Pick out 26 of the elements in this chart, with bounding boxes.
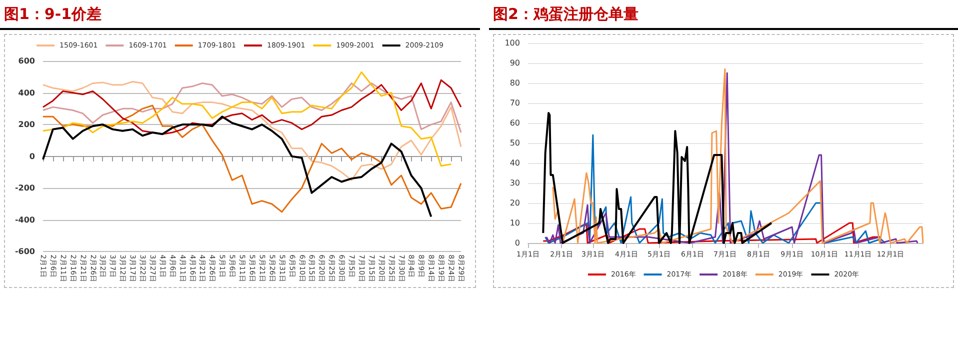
y-tick-label: 70 (510, 98, 520, 108)
y-tick-label: 60 (510, 118, 520, 128)
y-tick-label: -400 (14, 215, 36, 224)
y-tick-label: 100 (504, 38, 520, 48)
y-tick-label: -600 (14, 247, 36, 256)
line-series (542, 112, 772, 244)
line-series (42, 71, 452, 167)
line-series (42, 104, 462, 213)
y-tick-label: 200 (18, 120, 36, 130)
y-tick-label: 50 (510, 138, 520, 148)
y-tick-label: 80 (510, 78, 520, 88)
line-series (42, 116, 432, 218)
y-tick-label: 10 (510, 218, 520, 228)
y-tick-label: 0 (514, 238, 520, 248)
y-tick-label: 400 (18, 88, 36, 98)
y-tick-label: -200 (14, 184, 36, 193)
y-tick-label: 30 (510, 178, 520, 188)
line-series (544, 134, 886, 244)
y-tick-label: 90 (510, 58, 520, 68)
chart-title: 图2：鸡蛋注册仓单量 (493, 5, 638, 24)
y-tick-label: 40 (510, 158, 520, 168)
y-tick-label: 20 (510, 198, 520, 208)
y-tick-label: 600 (18, 56, 36, 66)
chart-title: 图1：9-1价差 (4, 5, 102, 24)
line-series (42, 80, 462, 181)
y-tick-label: 0 (29, 152, 36, 161)
